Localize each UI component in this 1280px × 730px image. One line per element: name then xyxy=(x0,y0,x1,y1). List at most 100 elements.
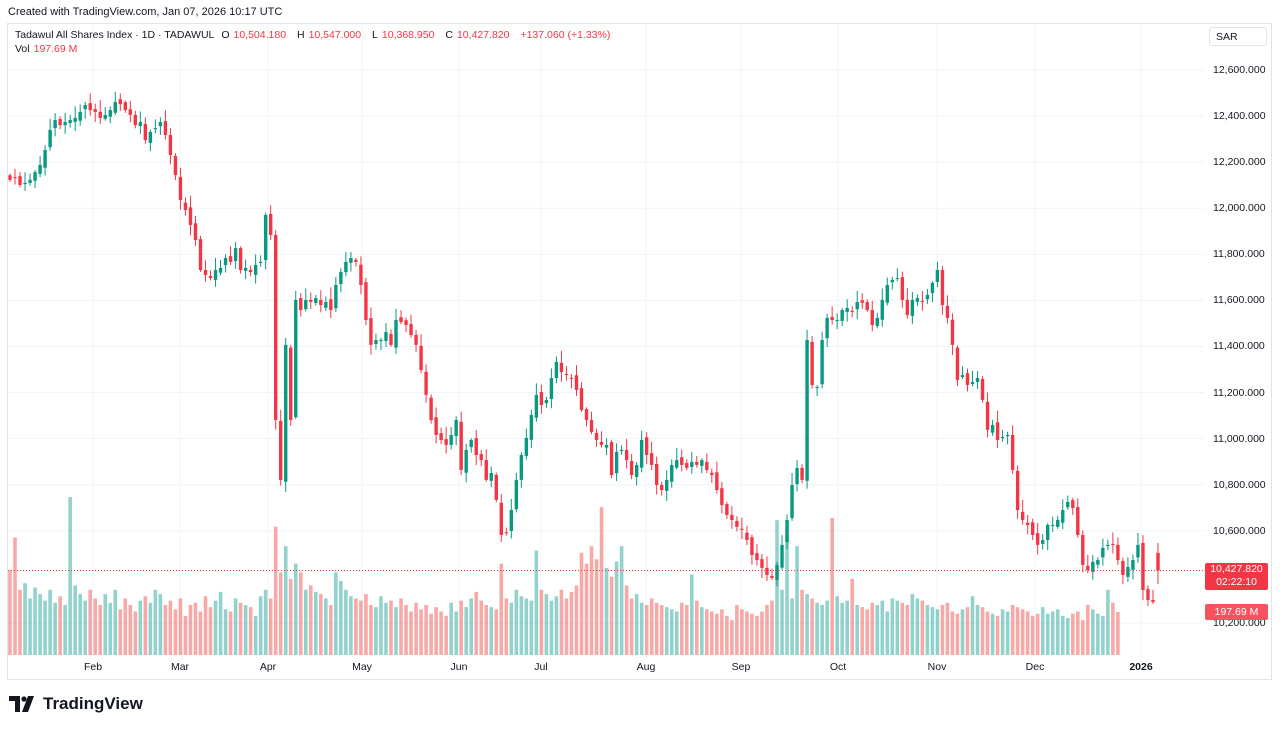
candle-body xyxy=(248,269,253,273)
change-value: +137.060 (+1.33%) xyxy=(520,29,611,41)
candle-body xyxy=(334,284,338,309)
volume-bar xyxy=(599,507,604,655)
volume-bar xyxy=(8,570,12,655)
volume-bar xyxy=(815,602,819,655)
candle-body xyxy=(284,344,288,482)
volume-bar xyxy=(424,604,428,655)
candle-body xyxy=(88,103,92,111)
volume-bar xyxy=(308,585,313,655)
y-tick-label: 10,800.000 xyxy=(1213,478,1266,491)
volume-bar xyxy=(574,585,579,655)
candle-body xyxy=(314,298,318,303)
volume-bar xyxy=(419,609,423,655)
candle-body xyxy=(18,176,22,185)
volume-bar xyxy=(840,602,844,655)
candle-body xyxy=(1066,502,1070,508)
candle-body xyxy=(840,310,844,321)
volume-bar xyxy=(940,604,945,655)
candle-body xyxy=(885,284,889,303)
candle-body xyxy=(544,399,549,404)
candle-body xyxy=(584,409,589,420)
volume-bar xyxy=(609,576,614,655)
candle-body xyxy=(690,461,694,467)
volume-bar xyxy=(344,589,348,655)
volume-bar xyxy=(710,611,714,655)
candle-body xyxy=(960,375,965,378)
candle-body xyxy=(549,378,554,400)
candle-body xyxy=(399,317,403,323)
volume-bar xyxy=(394,607,398,655)
currency-button[interactable]: SAR xyxy=(1209,27,1267,46)
volume-bar xyxy=(58,596,62,655)
volume-bar xyxy=(619,546,624,655)
volume-bar xyxy=(1060,615,1065,655)
candle-body xyxy=(760,559,764,568)
candle-body xyxy=(128,109,133,115)
volume-bar xyxy=(479,600,484,655)
candle-body xyxy=(995,422,1000,441)
candle-body xyxy=(53,119,57,129)
volume-bar xyxy=(584,563,589,655)
volume-bar xyxy=(529,600,534,655)
last-price-label: 10,427.820 02:22:10 xyxy=(1205,563,1268,590)
candle-body xyxy=(58,119,62,126)
volume-bar xyxy=(559,589,564,655)
candle-body xyxy=(459,421,463,470)
volume-bar xyxy=(865,609,870,655)
volume-bar xyxy=(18,589,22,655)
candle-body xyxy=(48,129,52,148)
candle-body xyxy=(865,302,869,311)
volume-bar xyxy=(735,604,739,655)
y-tick-label: 12,200.000 xyxy=(1213,156,1266,169)
volume-bar xyxy=(524,598,529,655)
volume-bar xyxy=(293,563,298,655)
candle-body xyxy=(289,347,293,420)
candle-body xyxy=(529,414,534,440)
volume-bar xyxy=(409,611,413,655)
y-tick-label: 11,600.000 xyxy=(1213,294,1265,307)
volume-bar xyxy=(679,602,684,655)
volume-bar xyxy=(313,591,318,655)
volume-bar xyxy=(870,602,875,655)
volume-bar xyxy=(334,572,338,655)
volume-bar xyxy=(684,604,689,655)
symbol-title[interactable]: Tadawul All Shares Index · 1D · TADAWUL xyxy=(15,29,215,41)
volume-bar xyxy=(38,594,42,655)
volume-bar xyxy=(579,552,584,655)
candle-body xyxy=(148,131,153,143)
volume-bar xyxy=(1096,613,1100,655)
volume-bar xyxy=(765,604,769,655)
volume-bar xyxy=(228,611,233,655)
volume-bar xyxy=(770,600,774,655)
volume-bar xyxy=(168,600,173,655)
volume-bar xyxy=(835,596,839,655)
candle-body xyxy=(1141,543,1145,591)
volume-bar xyxy=(93,598,98,655)
candle-body xyxy=(880,299,884,320)
volume-bar xyxy=(509,602,514,655)
volume-bar xyxy=(664,607,669,655)
tradingview-logo[interactable]: TradingView xyxy=(9,694,143,714)
candle-body xyxy=(369,318,373,345)
candle-body xyxy=(715,472,719,491)
candle-body xyxy=(1151,599,1155,603)
volume-bar xyxy=(910,594,915,655)
candle-body xyxy=(103,114,107,119)
volume-bar xyxy=(1020,609,1025,655)
candle-body xyxy=(309,299,313,303)
volume-bar xyxy=(760,611,764,655)
candle-body xyxy=(68,119,72,123)
volume-bar xyxy=(1025,611,1030,655)
candle-body xyxy=(915,298,920,302)
candle-body xyxy=(825,317,829,339)
volume-legend-label: Vol xyxy=(15,43,30,55)
volume-bar xyxy=(354,598,358,655)
volume-bar xyxy=(825,600,829,655)
high-value: H 10,547.000 xyxy=(296,29,362,41)
volume-bar xyxy=(985,611,990,655)
volume-bar xyxy=(569,591,574,655)
volume-bar xyxy=(414,602,418,655)
candle-body xyxy=(474,438,478,455)
low-value: L 10,368.950 xyxy=(372,29,435,41)
